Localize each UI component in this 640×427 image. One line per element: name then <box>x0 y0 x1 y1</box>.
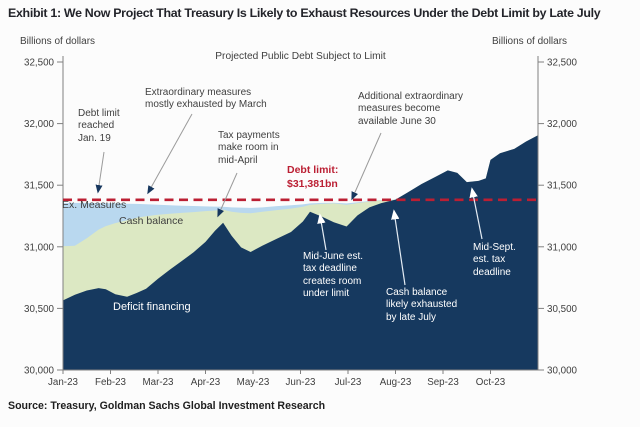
x-tick-label: Mar-23 <box>142 377 174 388</box>
x-tick-label: Apr-23 <box>191 377 221 388</box>
x-tick-label: Feb-23 <box>95 377 127 388</box>
area-label-deficit-financing: Deficit financing <box>113 301 191 313</box>
axes: 32,500 32,500 32,000 32,000 31,500 31,500 31,0… <box>24 56 578 388</box>
arrow-tax-mid-april <box>217 172 238 218</box>
x-tick-label: Jan-23 <box>48 377 79 388</box>
y-tick-label-left: 30,000 <box>24 366 55 377</box>
annotation-additional-em: Additional extraordinary measures become… <box>358 91 464 127</box>
annotation-mid-june: Mid-June est. tax deadline creates room … <box>303 251 364 300</box>
x-tick-label: Aug-23 <box>380 377 412 388</box>
y-axis-units-right: Billions of dollars <box>492 36 568 47</box>
stacked-areas <box>63 135 538 370</box>
y-tick-label-left: 31,500 <box>24 181 55 192</box>
arrow-mid-sept <box>469 187 483 240</box>
exhibit-title: Exhibit 1: We Now Project That Treasury … <box>8 6 601 20</box>
arrow-mid-june <box>317 213 327 251</box>
y-tick-label-right: 32,500 <box>547 58 578 69</box>
area-deficit-financing <box>63 135 538 370</box>
x-tick-label: Jul-23 <box>335 377 362 388</box>
area-label-cash-balance: Cash balance <box>119 215 184 227</box>
annotation-debt-limit-reached: Debt limit reached Jan. 19 <box>78 108 120 144</box>
annotation-debt-limit-value: Debt limit: $31,381bn <box>287 164 339 190</box>
arrow-debt-limit-reached <box>95 151 105 194</box>
annotation-em-exhausted-march: Extraordinary measures mostly exhausted … <box>145 87 267 111</box>
y-tick-label-right: 31,500 <box>547 181 578 192</box>
y-tick-label-left: 31,000 <box>24 242 55 253</box>
source-text: Source: Treasury, Goldman Sachs Global I… <box>8 400 326 412</box>
y-tick-label-right: 30,500 <box>547 304 578 315</box>
y-tick-label-right: 31,000 <box>547 242 578 253</box>
y-tick-label-right: 30,000 <box>547 366 578 377</box>
y-tick-label-left: 30,500 <box>24 304 55 315</box>
x-tick-label: Oct-23 <box>476 377 506 388</box>
y-axis-units-left: Billions of dollars <box>20 36 96 47</box>
y-tick-label-right: 32,000 <box>547 119 578 130</box>
annotation-cash-exhausted: Cash balance likely exhausted by late Ju… <box>386 287 458 323</box>
x-tick-label: May-23 <box>237 377 270 388</box>
area-label-ex-measures: Ex. Measures <box>62 199 127 211</box>
arrow-em-exhausted-march <box>147 113 193 195</box>
arrow-cash-exhausted <box>391 209 406 286</box>
y-tick-label-left: 32,000 <box>24 119 55 130</box>
x-tick-label: Jun-23 <box>286 377 317 388</box>
annotation-tax-mid-april: Tax payments make room in mid-April <box>218 130 280 166</box>
y-tick-label-left: 32,500 <box>24 58 55 69</box>
x-tick-label: Sep-23 <box>427 377 459 388</box>
chart-title: Projected Public Debt Subject to Limit <box>215 51 386 62</box>
arrow-additional-em-june30 <box>351 132 382 201</box>
annotation-arrows <box>95 113 483 286</box>
annotation-mid-sept: Mid-Sept. est. tax deadline <box>473 242 516 278</box>
